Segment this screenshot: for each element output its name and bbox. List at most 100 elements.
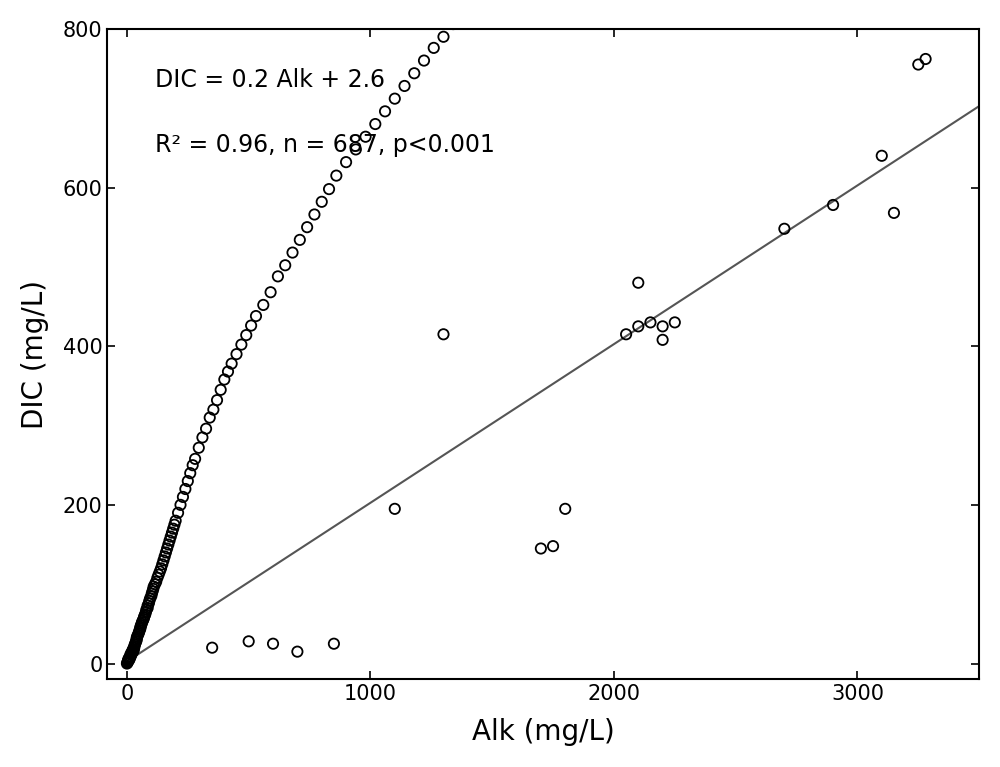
Point — [299, 221, 315, 233]
Point — [175, 491, 191, 503]
Point — [131, 626, 147, 638]
Point — [154, 558, 170, 571]
Point — [124, 645, 140, 657]
Point — [180, 475, 196, 487]
Point — [326, 637, 342, 650]
Point — [135, 613, 151, 625]
Point — [120, 653, 136, 666]
Point — [655, 334, 671, 346]
Point — [533, 542, 549, 555]
Point — [153, 562, 169, 574]
Point — [191, 442, 207, 454]
Point — [220, 365, 236, 377]
Point — [123, 648, 139, 660]
Point — [173, 499, 189, 511]
Point — [263, 286, 279, 298]
Point — [265, 637, 281, 650]
Point — [224, 357, 240, 370]
Point — [642, 316, 658, 328]
Point — [120, 655, 136, 667]
Point — [121, 653, 137, 666]
Point — [133, 619, 149, 631]
Point — [142, 592, 158, 604]
Point — [185, 459, 201, 472]
Point — [367, 118, 383, 130]
Point — [229, 348, 245, 360]
Point — [338, 156, 354, 168]
Point — [277, 259, 293, 272]
Point — [137, 608, 153, 621]
Point — [233, 338, 249, 351]
Point — [435, 31, 451, 43]
Point — [397, 80, 413, 92]
Point — [122, 652, 138, 664]
Point — [918, 53, 934, 65]
Point — [146, 581, 162, 593]
Point — [416, 54, 432, 67]
Point — [119, 657, 135, 670]
Point — [120, 656, 136, 668]
Point — [124, 647, 140, 660]
Point — [204, 641, 220, 653]
Point — [182, 467, 198, 479]
Point — [126, 640, 142, 652]
Point — [194, 431, 210, 443]
Point — [358, 130, 374, 143]
Point — [141, 597, 157, 610]
Point — [426, 41, 442, 54]
Point — [125, 644, 141, 656]
Point — [630, 320, 646, 332]
Point — [630, 277, 646, 289]
Point — [187, 453, 203, 465]
Point — [618, 328, 634, 341]
Point — [127, 638, 143, 650]
Point — [140, 602, 156, 614]
Point — [177, 483, 193, 495]
Point — [377, 105, 393, 117]
Point — [123, 649, 139, 661]
Point — [667, 316, 683, 328]
Point — [148, 576, 164, 588]
Point — [306, 209, 322, 221]
Point — [121, 651, 137, 663]
Point — [129, 630, 145, 643]
X-axis label: Alk (mg/L): Alk (mg/L) — [472, 718, 615, 746]
Point — [132, 623, 148, 635]
Point — [159, 542, 175, 555]
Point — [145, 583, 161, 595]
Point — [152, 565, 168, 578]
Point — [166, 518, 182, 531]
Point — [321, 183, 337, 196]
Point — [132, 621, 148, 634]
Point — [435, 328, 451, 341]
Point — [289, 646, 305, 658]
Point — [132, 624, 148, 637]
Text: DIC = 0.2 Alk + 2.6: DIC = 0.2 Alk + 2.6 — [155, 67, 385, 92]
Point — [127, 637, 143, 649]
Point — [406, 67, 422, 80]
Point — [143, 590, 159, 602]
Point — [138, 604, 154, 616]
Point — [328, 170, 344, 182]
Point — [445, 18, 461, 30]
Point — [140, 600, 156, 612]
Point — [455, 7, 471, 19]
Point — [136, 611, 152, 624]
Point — [135, 614, 151, 627]
Point — [123, 650, 139, 663]
Point — [129, 634, 145, 646]
Point — [314, 196, 330, 208]
Point — [147, 578, 163, 591]
Text: R² = 0.96, n = 687, p<0.001: R² = 0.96, n = 687, p<0.001 — [155, 133, 495, 157]
Point — [157, 550, 173, 562]
Point — [557, 502, 573, 515]
Point — [292, 234, 308, 246]
Point — [205, 403, 221, 416]
Point — [126, 641, 142, 653]
Point — [121, 653, 137, 665]
Point — [126, 644, 142, 657]
Point — [164, 526, 180, 538]
Point — [170, 507, 186, 519]
Point — [248, 310, 264, 322]
Point — [348, 143, 364, 156]
